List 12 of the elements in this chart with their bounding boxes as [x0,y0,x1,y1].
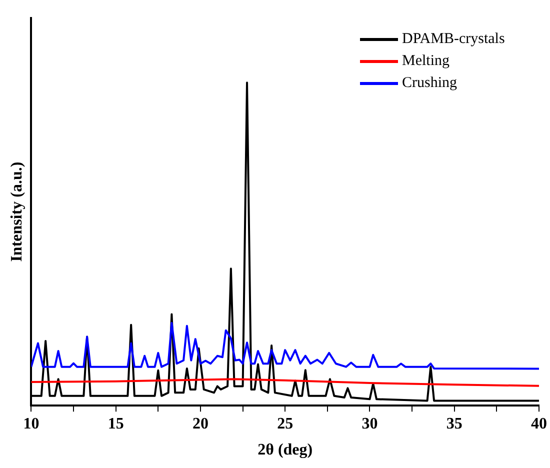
x-tick-label: 30 [362,415,378,432]
x-tick-label: 25 [277,415,294,432]
legend-label: DPAMB-crystals [402,30,505,49]
x-tick-label: 20 [192,415,208,432]
legend-label: Crushing [402,74,458,93]
legend-label: Melting [402,52,450,71]
x-tick-label: 15 [108,415,124,432]
x-axis-title: 2θ (deg) [258,442,313,459]
x-tick-label: 10 [23,415,40,432]
y-axis-title: Intensity (a.u.) [8,162,26,262]
x-tick-label: 40 [531,415,547,432]
x-tick-label: 35 [446,415,462,432]
